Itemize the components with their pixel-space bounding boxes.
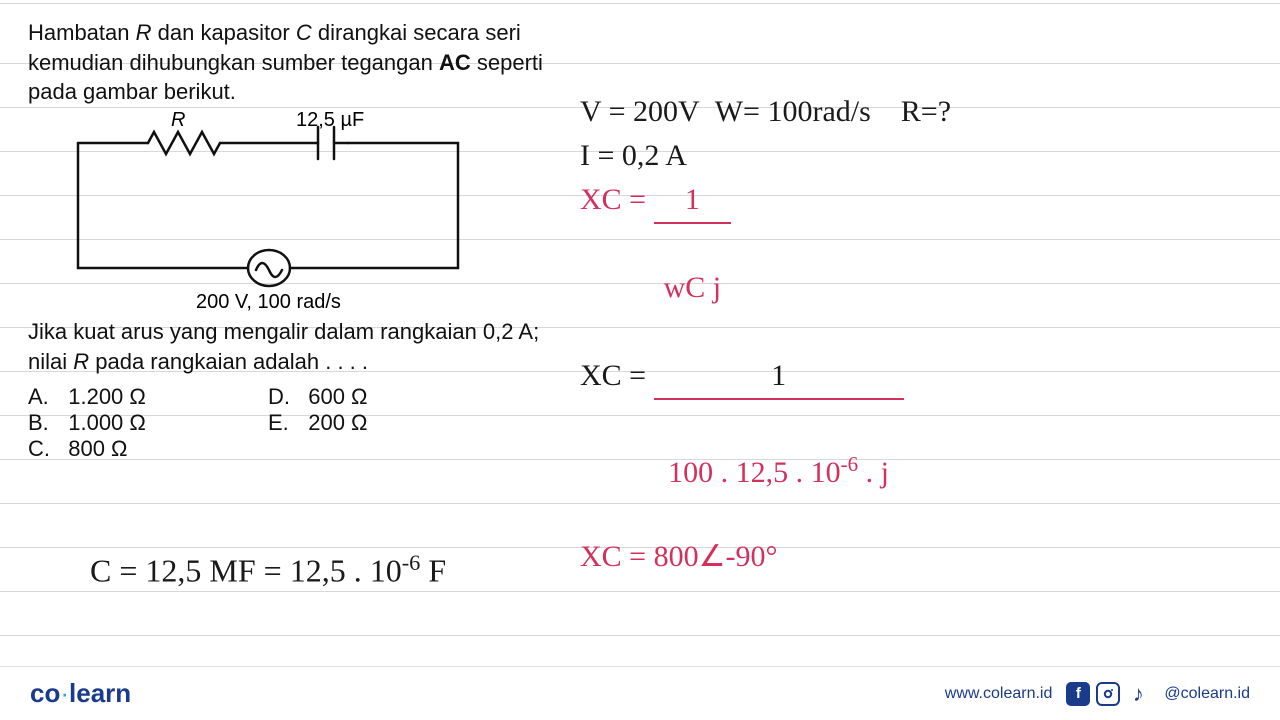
question-panel: Hambatan R dan kapasitor C dirangkai sec… xyxy=(28,18,548,462)
social-icons: f ♪ xyxy=(1066,682,1150,706)
footer-url[interactable]: www.colearn.id xyxy=(945,685,1053,703)
footer-handle[interactable]: @colearn.id xyxy=(1164,685,1250,703)
logo: co·learn xyxy=(30,678,131,709)
option-d: D. 600 Ω xyxy=(268,384,368,410)
hw-line-2: I = 0,2 A xyxy=(580,134,1240,178)
option-e: E. 200 Ω xyxy=(268,410,368,436)
option-c: C. 800 Ω xyxy=(28,436,268,462)
option-b: B. 1.000 Ω xyxy=(28,410,268,436)
instagram-icon[interactable] xyxy=(1096,682,1120,706)
circuit-svg xyxy=(58,113,478,303)
handwritten-work: V = 200V W= 100rad/s R=? I = 0,2 A XC = … xyxy=(580,90,1240,579)
hw-line-1: V = 200V W= 100rad/s R=? xyxy=(580,90,1240,134)
question-paragraph-2: Jika kuat arus yang mengalir dalam rangk… xyxy=(28,317,548,376)
hw-bottom-line: C = 12,5 MF = 12,5 . 10-6 F xyxy=(90,550,446,590)
question-paragraph-1: Hambatan R dan kapasitor C dirangkai sec… xyxy=(28,18,548,107)
circuit-diagram: R 12,5 µF 200 V, 100 rad xyxy=(58,113,478,313)
tiktok-icon[interactable]: ♪ xyxy=(1126,682,1150,706)
facebook-icon[interactable]: f xyxy=(1066,682,1090,706)
circuit-label-source: 200 V, 100 rad/s xyxy=(196,291,341,314)
option-a: A. 1.200 Ω xyxy=(28,384,268,410)
hw-line-3: XC = 1 wC j xyxy=(580,178,1240,310)
hw-line-5: XC = 800∠-90° xyxy=(580,535,1240,579)
answer-options: A. 1.200 Ω D. 600 Ω B. 1.000 Ω E. 200 Ω … xyxy=(28,384,548,462)
hw-line-4: XC = 1 100 . 12,5 . 10-6 . j xyxy=(580,354,1240,495)
footer: co·learn www.colearn.id f ♪ @colearn.id xyxy=(0,666,1280,720)
